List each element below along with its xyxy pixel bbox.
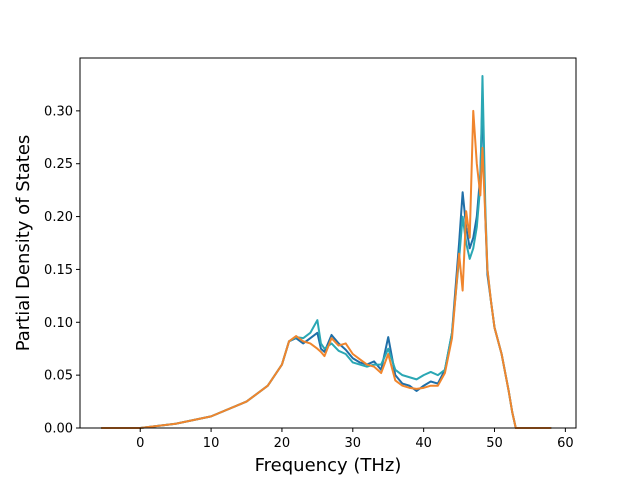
- x-tick-label: 30: [345, 436, 362, 451]
- y-tick-label: 0.20: [44, 210, 73, 225]
- y-tick-label: 0.15: [44, 263, 73, 278]
- x-axis-label: Frequency (THz): [255, 455, 402, 476]
- y-tick-label: 0.25: [44, 157, 73, 172]
- y-tick-label: 0.05: [44, 369, 73, 384]
- y-axis: 0.00 0.05 0.10 0.15 0.20 0.25 0.30: [44, 104, 80, 437]
- y-axis-label: Partial Density of States: [13, 135, 34, 352]
- series-line-2: [101, 74, 552, 429]
- x-tick-label: 40: [415, 436, 432, 451]
- x-tick-label: 20: [274, 436, 291, 451]
- series-line-3: [101, 109, 552, 429]
- y-tick-label: 0.10: [44, 316, 73, 331]
- x-tick-label: 60: [557, 436, 574, 451]
- x-tick-label: 0: [136, 436, 144, 451]
- plot-frame: [79, 57, 577, 429]
- x-axis: 0 10 20 30 40 50 60: [136, 428, 574, 451]
- series-layer: [101, 74, 552, 429]
- x-tick-label: 10: [203, 436, 220, 451]
- y-tick-label: 0.00: [44, 422, 73, 437]
- y-tick-label: 0.30: [44, 104, 73, 119]
- x-tick-label: 50: [486, 436, 503, 451]
